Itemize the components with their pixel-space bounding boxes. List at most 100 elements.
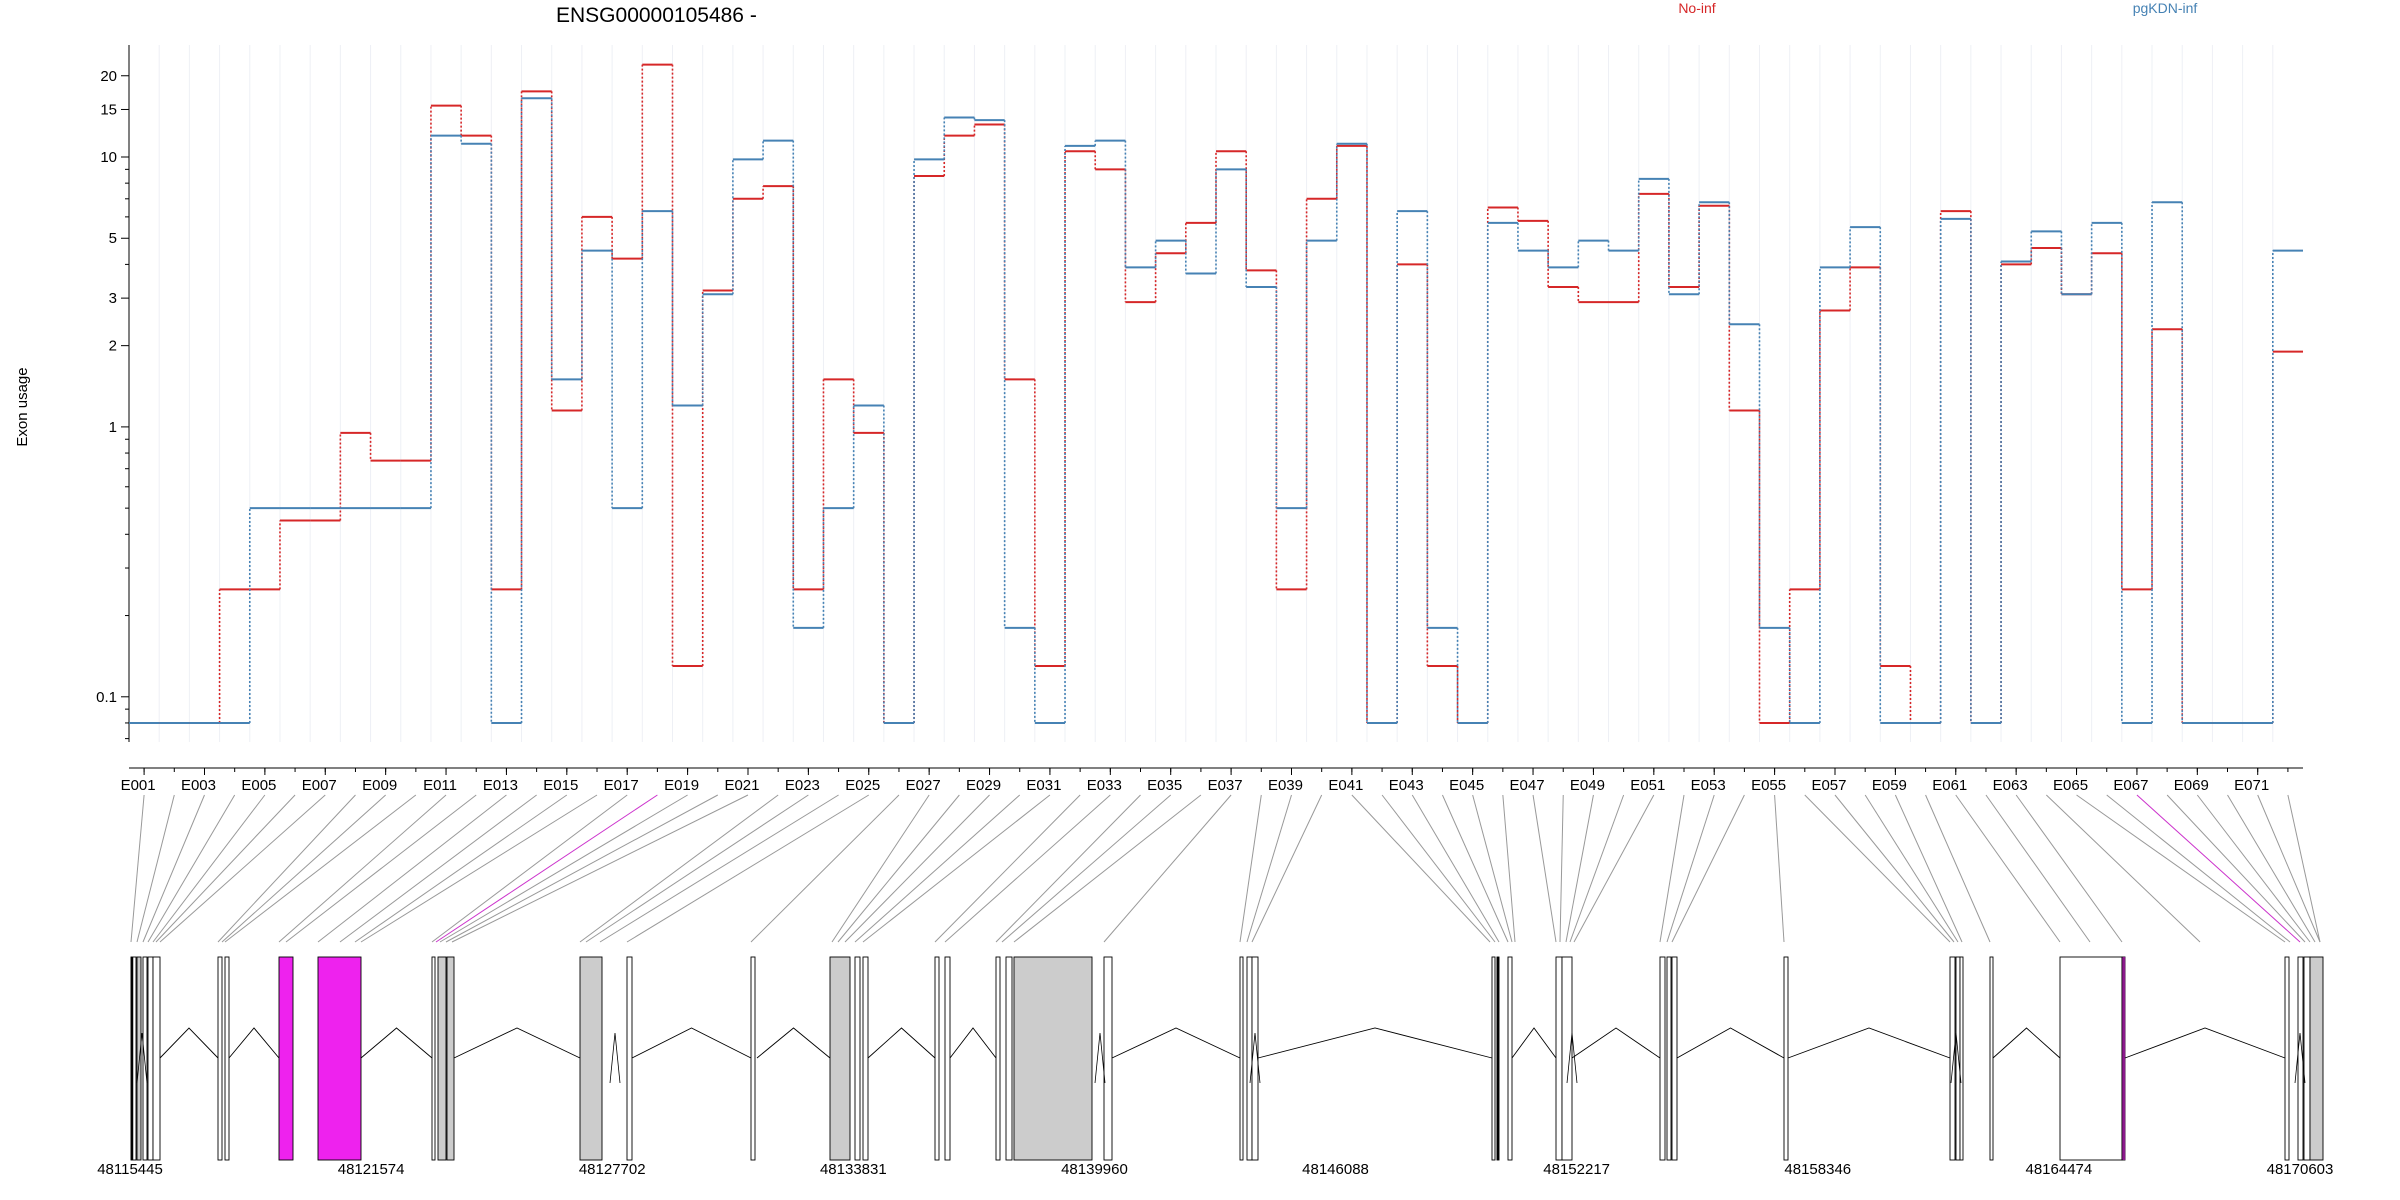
exon-box (2059, 956, 2123, 1161)
connector-e025 (626, 794, 870, 943)
exon-box (224, 956, 230, 1161)
intron-line (631, 1027, 752, 1059)
connector-e047 (1532, 794, 1557, 943)
connector-e066 (2106, 794, 2291, 943)
connector-e049 (1565, 794, 1594, 943)
y-axis-label: Exon usage (14, 367, 31, 446)
connector-e007 (159, 794, 326, 943)
x-tick-label: E015 (543, 777, 578, 794)
x-tick-label: E035 (1147, 777, 1182, 794)
intron-line (1511, 1027, 1557, 1059)
y-tick-label: 15 (100, 101, 117, 118)
x-tick-label: E021 (724, 777, 759, 794)
coordinate-label: 48170603 (2267, 1161, 2334, 1178)
x-tick-label: E031 (1026, 777, 1061, 794)
exon-box (1239, 956, 1244, 1161)
connector-e038 (1239, 794, 1262, 943)
coordinate-label: 48133831 (820, 1161, 887, 1178)
intron-line (1111, 1027, 1241, 1059)
x-tick-label: E051 (1630, 777, 1665, 794)
connector-e040 (1251, 794, 1323, 943)
connector-e064 (2046, 794, 2201, 943)
connector-e061 (1955, 794, 2061, 943)
exon-connectors (130, 794, 2321, 943)
connector-e048 (1559, 794, 1564, 943)
exon-box (1005, 956, 1013, 1161)
exon-box (862, 956, 869, 1161)
intron-zigzag (1566, 1032, 1578, 1084)
connector-e067 (2136, 794, 2301, 943)
y-tick-label: 20 (100, 68, 117, 85)
x-tick-label: E067 (2113, 777, 2148, 794)
exon-box (142, 956, 148, 1161)
connector-e006 (155, 794, 296, 943)
x-tick-label: E071 (2234, 777, 2269, 794)
coordinate-label: 48152217 (1543, 1161, 1610, 1178)
coordinate-label: 48115445 (97, 1161, 163, 1178)
connector-e019 (439, 794, 688, 943)
x-tick-label: E025 (845, 777, 880, 794)
exon-box (1659, 956, 1666, 1161)
connector-e053 (1666, 794, 1715, 943)
connector-e041 (1351, 794, 1491, 943)
connector-e050 (1569, 794, 1625, 943)
x-tick-label: E005 (241, 777, 276, 794)
exon-box (934, 956, 940, 1161)
exon-box (1955, 956, 1961, 1161)
axes: 0.1 1 2 3 5 10 15 20 E001 E003 E005 E007 E009 E011 E01… (96, 45, 2303, 794)
exon-box (1103, 956, 1113, 1161)
exon-box (317, 956, 362, 1161)
exon-box (431, 956, 436, 1161)
exon-box (2284, 956, 2290, 1161)
connector-e017 (431, 794, 628, 943)
connector-e010 (224, 794, 417, 943)
connector-e071 (2257, 794, 2321, 943)
exon-box (152, 956, 161, 1161)
exon-box (1555, 956, 1563, 1161)
y-tick-label: 10 (100, 149, 117, 166)
connector-e042 (1381, 794, 1496, 943)
connector-e029 (844, 794, 990, 943)
exon-box (1251, 956, 1259, 1161)
connector-e016 (360, 794, 598, 943)
exon-box (1949, 956, 1956, 1161)
x-tick-label: E009 (362, 777, 397, 794)
exon-box (437, 956, 447, 1161)
connector-e032 (934, 794, 1081, 943)
intron-line (1676, 1027, 1785, 1059)
connector-e026 (750, 794, 900, 943)
x-tick-label: E029 (966, 777, 1001, 794)
intron-line (949, 1027, 997, 1059)
intron-line (1257, 1027, 1493, 1059)
coordinate-label: 48158346 (1784, 1161, 1851, 1178)
series-pgkdn-inf (129, 97, 2303, 724)
exon-box (1507, 956, 1513, 1161)
connector-e011 (278, 794, 447, 943)
connector-e037 (1103, 794, 1232, 943)
x-tick-label: E053 (1691, 777, 1726, 794)
connector-e056 (1804, 794, 1951, 943)
x-tick-label: E011 (423, 777, 457, 794)
x-tick-label: E037 (1208, 777, 1243, 794)
connector-e036 (1013, 794, 1202, 943)
x-tick-label: E047 (1510, 777, 1545, 794)
x-tick-label: E023 (785, 777, 820, 794)
exon-box (1666, 956, 1672, 1161)
connector-e044 (1442, 794, 1509, 943)
y-tick-label: 0.1 (96, 689, 117, 706)
x-tick-label: E061 (1932, 777, 1967, 794)
connector-e035 (1001, 794, 1172, 943)
connector-e043 (1411, 794, 1500, 943)
x-tick-label: E059 (1872, 777, 1907, 794)
intron-line (453, 1027, 581, 1059)
legend-no-inf: No-inf (1678, 0, 1715, 16)
x-tick-label: E041 (1328, 777, 1363, 794)
connector-e058 (1864, 794, 1959, 943)
intron-line (159, 1027, 219, 1059)
exon-box (446, 956, 455, 1161)
series-layer (129, 63, 2303, 724)
connector-e018 (435, 794, 658, 943)
intron-zigzag (1950, 1032, 1962, 1084)
exon-box (579, 956, 603, 1161)
connector-e030 (854, 794, 1021, 943)
